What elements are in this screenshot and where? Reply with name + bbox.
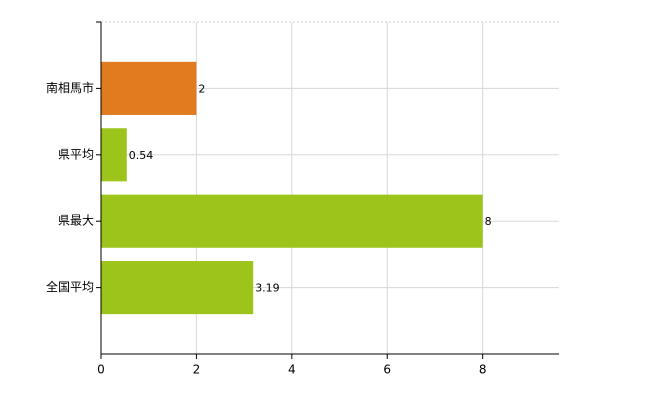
value-label: 2 [198, 82, 205, 95]
y-tick-label: 南相馬市 [46, 80, 94, 95]
x-tick-label: 0 [97, 363, 105, 377]
x-tick-label: 8 [479, 363, 487, 377]
bar [101, 61, 197, 115]
y-tick-label: 県最大 [58, 214, 94, 228]
value-label: 3.19 [255, 282, 279, 295]
x-tick-label: 4 [288, 363, 296, 377]
y-tick-label: 県平均 [58, 147, 94, 161]
value-label: 0.54 [129, 149, 154, 162]
bar [101, 261, 254, 315]
x-tick-label: 2 [193, 363, 201, 377]
value-label: 8 [485, 215, 492, 228]
x-tick-label: 6 [383, 363, 391, 377]
y-tick-label: 全国平均 [46, 279, 94, 294]
bar [101, 128, 127, 182]
bar [101, 194, 483, 248]
